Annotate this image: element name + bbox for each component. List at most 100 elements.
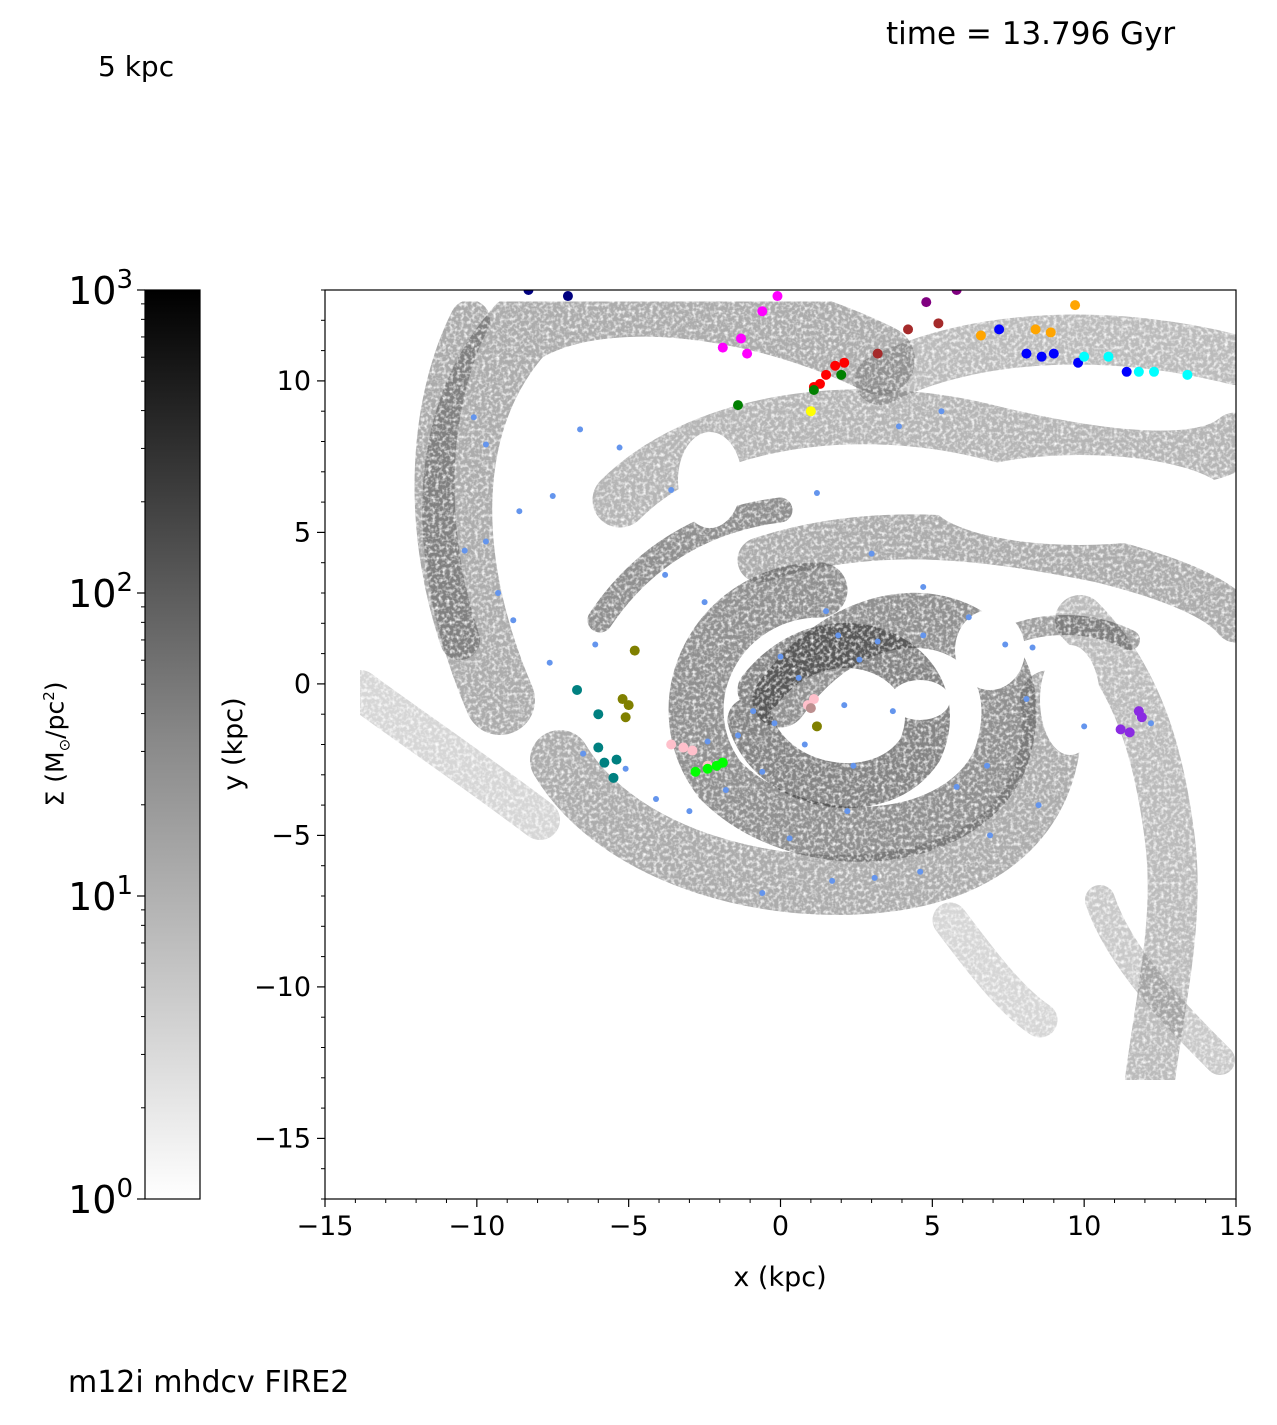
colorbar-label-mid: /pc bbox=[40, 700, 70, 739]
data-point bbox=[1073, 357, 1084, 368]
data-point bbox=[1115, 724, 1126, 735]
data-point bbox=[1133, 706, 1144, 717]
data-point bbox=[759, 768, 766, 775]
data-point bbox=[814, 378, 825, 389]
data-point bbox=[889, 708, 896, 715]
data-point bbox=[690, 766, 701, 777]
y-tick-label: −5 bbox=[271, 820, 311, 851]
y-tick-label: 5 bbox=[294, 517, 311, 548]
data-point bbox=[872, 348, 883, 359]
colorbar-tick-label: 101 bbox=[68, 871, 133, 919]
data-point bbox=[786, 835, 793, 842]
data-point bbox=[734, 732, 741, 739]
data-point bbox=[1070, 300, 1081, 311]
series-15 bbox=[572, 684, 622, 783]
data-point bbox=[686, 808, 693, 815]
colorbar-label: Σ (M⊙/pc2) bbox=[40, 681, 74, 807]
data-point bbox=[704, 738, 711, 745]
colorbar-tick-base: 10 bbox=[68, 269, 116, 313]
data-point bbox=[953, 783, 960, 790]
data-point bbox=[732, 400, 743, 411]
data-point bbox=[771, 720, 778, 727]
data-point bbox=[933, 318, 944, 329]
data-point bbox=[920, 583, 927, 590]
colorbar-tick-base: 10 bbox=[68, 1178, 116, 1222]
data-point bbox=[1002, 641, 1009, 648]
data-point bbox=[839, 357, 850, 368]
data-point bbox=[482, 538, 489, 545]
plot-frame bbox=[324, 289, 1237, 1200]
colorbar-tick-label: 103 bbox=[68, 265, 133, 313]
data-point bbox=[903, 324, 914, 335]
x-axis-label: x (kpc) bbox=[733, 1262, 826, 1293]
data-point bbox=[823, 608, 830, 615]
data-point bbox=[795, 674, 802, 681]
data-point bbox=[611, 754, 622, 765]
series-4 bbox=[1079, 351, 1193, 380]
data-point bbox=[808, 384, 819, 395]
data-point bbox=[701, 599, 708, 606]
series-16 bbox=[461, 408, 1154, 896]
data-point bbox=[808, 694, 819, 705]
series-2 bbox=[975, 300, 1081, 341]
colorbar-tick-exp: 2 bbox=[116, 568, 133, 598]
data-point bbox=[1029, 644, 1036, 651]
x-axis: −15 −10 −5 0 5 10 15 bbox=[297, 1199, 1253, 1242]
y-tick-label: −15 bbox=[254, 1123, 311, 1154]
data-point bbox=[687, 745, 698, 756]
colorbar-tick-exp: 1 bbox=[116, 871, 133, 901]
data-point bbox=[516, 508, 523, 515]
data-point bbox=[759, 889, 766, 896]
y-axis: −15 −10 −5 0 5 10 bbox=[254, 289, 325, 1200]
data-point bbox=[987, 832, 994, 839]
data-point bbox=[805, 703, 816, 714]
colorbar-label-suffix: ) bbox=[40, 681, 70, 692]
y-tick-label: −10 bbox=[254, 972, 311, 1003]
x-tick-label: 10 bbox=[1067, 1211, 1101, 1242]
data-point bbox=[1036, 351, 1047, 362]
data-point bbox=[742, 348, 753, 359]
data-point bbox=[1048, 348, 1059, 359]
data-point bbox=[1121, 366, 1132, 377]
series-13 bbox=[690, 757, 728, 777]
data-point bbox=[821, 369, 832, 380]
data-point bbox=[836, 369, 847, 380]
data-point bbox=[546, 659, 553, 666]
series-3 bbox=[994, 324, 1132, 377]
data-point bbox=[482, 441, 489, 448]
data-point bbox=[668, 486, 675, 493]
series-5 bbox=[805, 406, 816, 417]
data-point bbox=[1103, 351, 1114, 362]
data-point bbox=[951, 290, 962, 295]
x-tick-label: −5 bbox=[609, 1211, 649, 1242]
colorbar-label-prefix: Σ (M bbox=[40, 751, 70, 807]
data-point bbox=[678, 742, 689, 753]
data-point bbox=[1136, 712, 1147, 723]
data-point bbox=[1182, 369, 1193, 380]
simulation-label: m12i mhdcv FIRE2 bbox=[68, 1365, 350, 1400]
data-point bbox=[811, 721, 822, 732]
colorbar-tick-label: 102 bbox=[68, 568, 133, 616]
series-1 bbox=[717, 291, 783, 359]
data-point bbox=[938, 408, 945, 415]
data-point bbox=[717, 342, 728, 353]
data-point bbox=[1079, 351, 1090, 362]
data-point bbox=[617, 694, 628, 705]
y-axis-label: y (kpc) bbox=[218, 651, 249, 790]
data-point bbox=[702, 763, 713, 774]
data-point bbox=[830, 360, 841, 371]
data-point bbox=[874, 638, 881, 645]
data-point bbox=[920, 632, 927, 639]
data-point bbox=[921, 297, 932, 308]
data-point bbox=[608, 772, 619, 783]
data-point bbox=[841, 702, 848, 709]
colorbar-tick-base: 10 bbox=[68, 875, 116, 919]
data-point bbox=[1081, 723, 1088, 730]
data-point bbox=[850, 762, 857, 769]
data-point bbox=[856, 656, 863, 663]
data-point bbox=[965, 614, 972, 621]
x-tick-label: −10 bbox=[448, 1211, 505, 1242]
colorbar-tick-exp: 3 bbox=[116, 265, 133, 295]
